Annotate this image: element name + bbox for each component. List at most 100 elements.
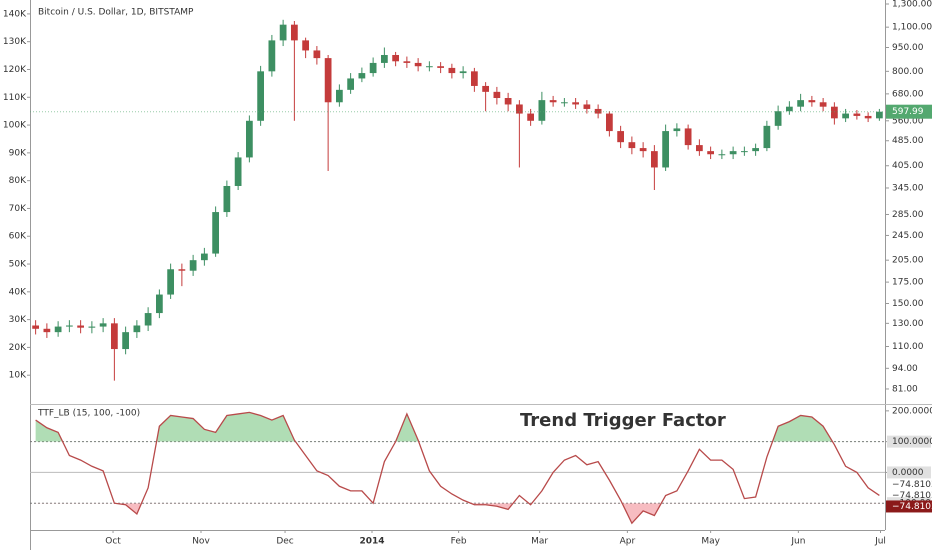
candle-body bbox=[684, 128, 692, 146]
candle-body bbox=[234, 157, 242, 186]
candle-body bbox=[88, 326, 96, 328]
y-left-tick-label: 10K bbox=[9, 371, 27, 381]
y-tick-label: 560.00 bbox=[892, 116, 924, 126]
y-left-tick-label: 100K bbox=[3, 121, 27, 131]
candle-body bbox=[842, 113, 849, 119]
candle-body bbox=[583, 104, 591, 109]
candle-body bbox=[876, 111, 883, 119]
candle-body bbox=[628, 142, 636, 149]
upper-fill bbox=[35, 412, 833, 442]
y-tick-label: 100.0000 bbox=[892, 437, 932, 447]
candle-body bbox=[122, 332, 129, 350]
candle-body bbox=[144, 313, 152, 326]
candle-body bbox=[381, 54, 388, 63]
chart-title: Bitcoin / U.S. Dollar, 1D, BITSTAMP bbox=[38, 8, 194, 18]
candle-body bbox=[831, 106, 838, 119]
y-left-tick-label: 130K bbox=[3, 37, 27, 47]
marker-box bbox=[886, 500, 932, 513]
indicator-line bbox=[35, 411, 880, 525]
y-left-tick-label: 90K bbox=[9, 148, 27, 158]
marker-label: −74.8103 bbox=[892, 491, 932, 501]
candle-body bbox=[853, 113, 861, 116]
y-left-tick-label: 80K bbox=[9, 176, 27, 186]
y-tick-label: 345.00 bbox=[892, 183, 924, 193]
candle-body bbox=[223, 185, 231, 213]
candle-body bbox=[707, 151, 714, 155]
candle-body bbox=[178, 269, 186, 271]
candle-body bbox=[324, 58, 332, 103]
y-left-tick-label: 70K bbox=[9, 204, 27, 214]
candle-body bbox=[696, 145, 703, 152]
candle-body bbox=[156, 294, 163, 314]
candle-body bbox=[268, 40, 276, 72]
candle-body bbox=[246, 120, 253, 158]
y-tick-label: 110.00 bbox=[892, 342, 924, 352]
x-tick-label: Nov bbox=[192, 537, 210, 547]
candle-body bbox=[606, 113, 613, 132]
candle-body bbox=[437, 66, 444, 68]
y-tick-label: 1,300.00 bbox=[892, 0, 932, 9]
y-tick-label: 81.00 bbox=[892, 384, 918, 394]
candle-body bbox=[392, 54, 399, 62]
y-tick-label: 175.00 bbox=[892, 278, 924, 288]
candle-body bbox=[864, 115, 872, 119]
last-price-box bbox=[886, 104, 932, 119]
candle-body bbox=[133, 325, 141, 333]
y-left-tick-label: 120K bbox=[3, 65, 27, 75]
candle-body bbox=[347, 78, 354, 90]
candle-body bbox=[291, 24, 298, 41]
candle-body bbox=[369, 62, 377, 74]
y-left-tick-label: 50K bbox=[9, 260, 27, 270]
y-tick-label: 950.00 bbox=[892, 43, 924, 53]
candle-body bbox=[741, 151, 748, 153]
y-left-tick-label: 40K bbox=[9, 287, 27, 297]
y-tick-label: 245.00 bbox=[892, 231, 924, 241]
candle-body bbox=[66, 325, 73, 327]
candle-body bbox=[572, 102, 579, 105]
candle-body bbox=[482, 85, 489, 92]
candle-body bbox=[414, 62, 422, 67]
candle-body bbox=[302, 40, 309, 51]
candle-body bbox=[774, 111, 782, 126]
y-tick-label: 405.00 bbox=[892, 161, 924, 171]
candle-body bbox=[561, 102, 568, 104]
candle-body bbox=[201, 253, 208, 261]
tick-box bbox=[887, 435, 931, 448]
candle-body bbox=[786, 106, 793, 112]
candle-body bbox=[54, 326, 62, 333]
candle-body bbox=[763, 125, 771, 149]
candle-body bbox=[99, 323, 107, 327]
y-left-tick-label: 140K bbox=[3, 9, 27, 19]
candle-body bbox=[594, 108, 602, 114]
y-tick-label: 200.0000 bbox=[892, 406, 932, 416]
candle-body bbox=[279, 24, 287, 41]
y-tick-label: 1,100.00 bbox=[892, 23, 932, 33]
y-tick-label: 485.00 bbox=[892, 136, 924, 146]
candle-body bbox=[336, 89, 343, 103]
x-tick-label: 2014 bbox=[359, 537, 384, 547]
candle-body bbox=[673, 128, 681, 132]
last-price-label: 597.99 bbox=[892, 107, 924, 117]
candle-body bbox=[504, 98, 512, 105]
candle-body bbox=[538, 100, 546, 121]
y-tick-label: 94.00 bbox=[892, 364, 918, 374]
marker-label: −74.8103 bbox=[892, 502, 932, 512]
y-tick-label: 205.00 bbox=[892, 256, 924, 266]
indicator-legend: TTF_LB (15, 100, -100) bbox=[37, 409, 140, 419]
annotation: Trend Trigger Factor bbox=[520, 410, 726, 431]
candle-body bbox=[516, 104, 523, 114]
candle-body bbox=[189, 260, 197, 271]
candle-body bbox=[111, 323, 118, 350]
candle-body bbox=[549, 100, 557, 103]
candle-body bbox=[639, 148, 647, 152]
candle-body bbox=[729, 151, 737, 155]
y-tick-label: 680.00 bbox=[892, 89, 924, 99]
candle-body bbox=[77, 325, 84, 328]
y-tick-label: 285.00 bbox=[892, 210, 924, 220]
candle-body bbox=[617, 131, 624, 143]
candle-body bbox=[493, 91, 501, 99]
x-tick-label: Dec bbox=[276, 537, 293, 547]
candle-body bbox=[448, 67, 456, 74]
candle-body bbox=[212, 212, 219, 254]
